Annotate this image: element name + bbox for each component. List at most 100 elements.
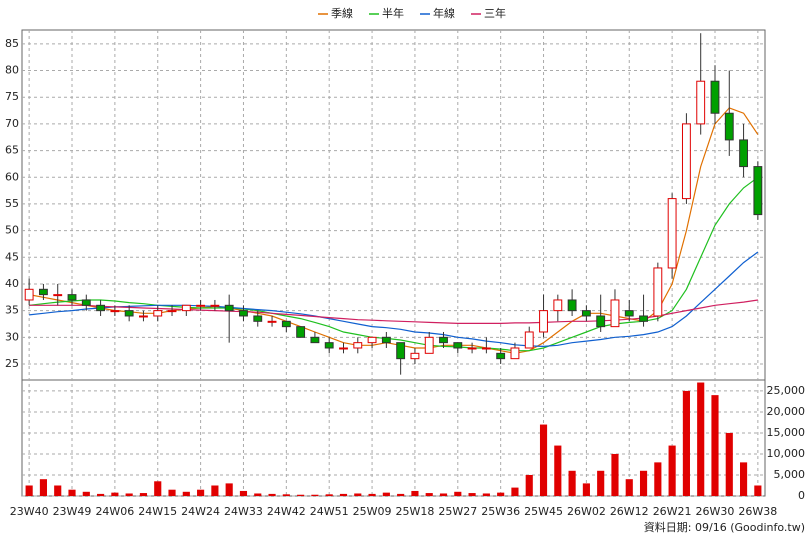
legend-label: 季線 <box>331 6 353 20</box>
volume-bar <box>68 489 76 496</box>
x-tick-label: 24W42 <box>267 505 306 518</box>
volume-bar <box>554 445 562 496</box>
volume-bar <box>154 481 162 496</box>
candle-body <box>324 342 334 349</box>
y-tick-label: 45 <box>5 250 19 263</box>
volume-bar <box>425 493 433 496</box>
volume-bar <box>497 492 505 496</box>
x-tick-label: 23W49 <box>53 505 92 518</box>
y-tick-label: 50 <box>5 224 19 237</box>
volume-bar <box>82 491 90 496</box>
volume-bar <box>739 462 748 496</box>
candle-body <box>696 80 706 125</box>
volume-tick-label: 10,000 <box>767 447 806 460</box>
y-tick-label: 25 <box>5 357 19 370</box>
volume-bar <box>139 493 148 496</box>
volume-bar <box>754 485 762 496</box>
x-tick-label: 26W12 <box>610 505 649 518</box>
y-tick-label: 85 <box>5 37 19 50</box>
volume-bar <box>254 493 262 496</box>
volume-bar <box>439 493 448 496</box>
candle-body <box>524 331 534 349</box>
volume-bar <box>311 494 319 496</box>
volume-bar <box>597 470 605 496</box>
candle-body <box>267 320 277 323</box>
y-tick-label: 35 <box>5 304 19 317</box>
ma-line <box>28 107 759 354</box>
volume-bar <box>682 390 690 496</box>
candle-body <box>196 304 206 307</box>
volume-bar <box>725 432 733 496</box>
candle-body <box>439 336 448 344</box>
volume-bar <box>397 493 405 496</box>
x-tick-label: 23W40 <box>10 505 49 518</box>
x-tick-label: 24W24 <box>181 505 220 518</box>
candle-body <box>167 310 177 313</box>
volume-bar <box>625 479 633 496</box>
volume-bar <box>268 493 276 496</box>
y-tick-label: 60 <box>5 170 19 183</box>
candle-body <box>553 299 563 312</box>
volume-bar <box>282 494 290 496</box>
candle-body <box>124 310 134 317</box>
volume-bar <box>382 492 390 496</box>
volume-bar <box>525 474 533 496</box>
candle-body <box>253 315 263 322</box>
volume-bar <box>368 493 376 496</box>
candle-body <box>296 326 306 338</box>
candle-body <box>667 198 677 269</box>
y-tick-label: 80 <box>5 64 19 77</box>
candle-body <box>224 304 234 312</box>
candle-body <box>596 315 606 328</box>
x-tick-label: 24W06 <box>95 505 134 518</box>
volume-bar <box>354 493 362 496</box>
candle-body <box>339 347 348 350</box>
volume-bar <box>211 485 219 496</box>
candle-body <box>210 304 220 307</box>
source: 資料日期: 09/16 (Goodinfo.tw) <box>644 520 805 534</box>
candle-body <box>81 299 91 306</box>
candle-body <box>353 342 363 349</box>
volume-bar <box>197 489 205 496</box>
candle-body <box>396 342 406 360</box>
x-tick-label: 25W45 <box>524 505 563 518</box>
candle-body <box>139 315 148 318</box>
volume-bar <box>511 487 519 496</box>
volume-bar <box>97 493 105 496</box>
volume-bar <box>339 493 348 496</box>
candle-body <box>153 310 163 317</box>
x-tick-label: 25W18 <box>395 505 434 518</box>
volume-bar <box>639 470 648 496</box>
volume-bar <box>111 492 119 496</box>
candle-body <box>381 336 391 344</box>
legend-label: 三年 <box>484 6 506 20</box>
candle-body <box>481 347 491 350</box>
candle-body <box>67 294 77 301</box>
candle-body <box>39 288 48 296</box>
volume-bar <box>325 494 333 496</box>
candle-body <box>310 336 320 344</box>
candle-body <box>410 352 420 360</box>
volume-tick-label: 20,000 <box>767 405 806 418</box>
y-tick-label: 70 <box>5 117 19 130</box>
volume-tick-label: 25,000 <box>767 384 806 397</box>
candle-body <box>96 304 106 312</box>
x-tick-label: 26W02 <box>567 505 606 518</box>
candle-body <box>567 299 577 312</box>
volume-bar <box>25 485 33 496</box>
candle-body <box>710 80 720 114</box>
volume-bar <box>482 493 490 496</box>
x-tick-label: 24W33 <box>224 505 263 518</box>
volume-bar <box>297 494 305 496</box>
volume-tick-label: 0 <box>798 489 805 502</box>
candle-body <box>639 315 648 322</box>
volume-bar <box>654 462 662 496</box>
x-tick-label: 26W30 <box>696 505 735 518</box>
candle-body <box>739 139 748 168</box>
candle-body <box>181 304 191 312</box>
candle-body <box>624 310 634 317</box>
candle-body <box>53 294 63 297</box>
candle-body <box>467 347 477 350</box>
volume-bar <box>225 483 233 496</box>
